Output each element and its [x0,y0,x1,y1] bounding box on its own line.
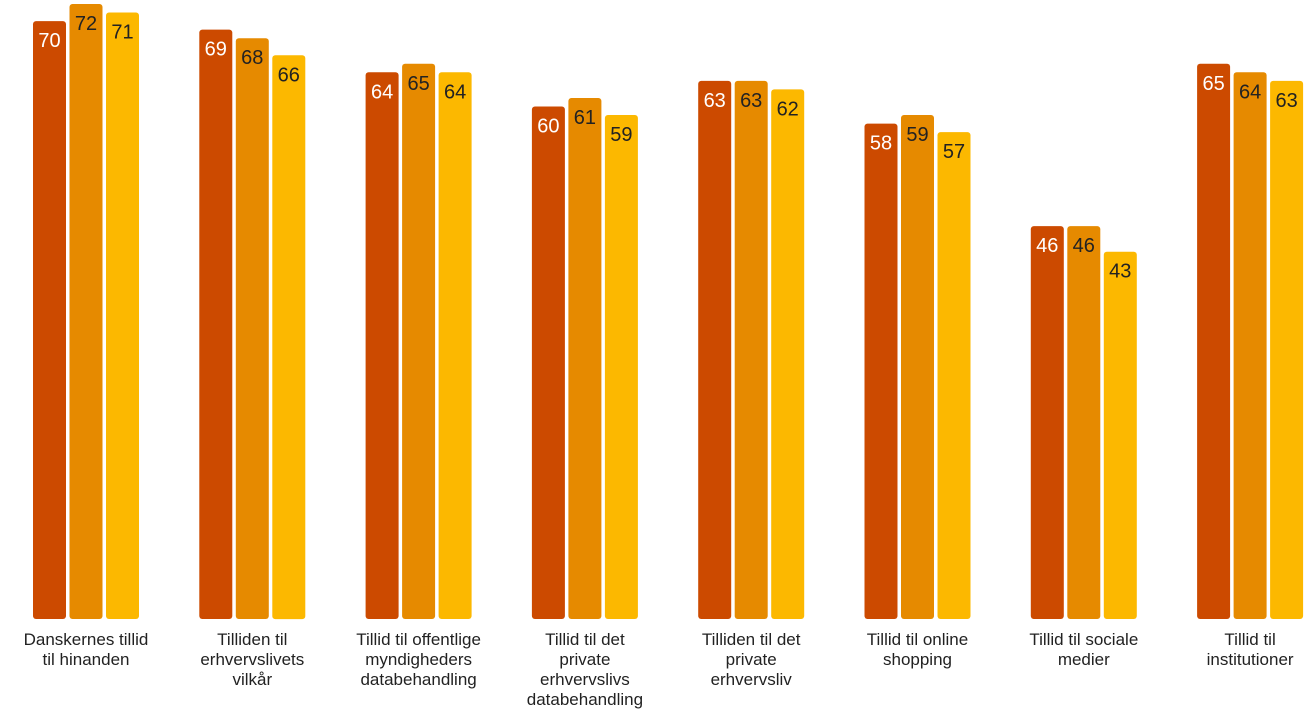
category-label-line: Tillid til offentlige [356,630,481,649]
bar-3-1 [568,98,602,619]
value-label-7-2: 63 [1275,90,1297,112]
category-label-line: Tillid til [1224,630,1275,649]
value-label-5-0: 58 [870,133,892,155]
category-label-line: databehandling [527,690,643,709]
category-label-line: Tillid til det [545,630,625,649]
category-label-line: medier [1058,650,1110,669]
bar-4-1 [734,80,768,619]
value-label-5-1: 59 [906,124,928,146]
category-label-line: erhvervsliv [711,670,793,689]
bar-7-0 [1197,63,1231,620]
bar-6-2 [1103,251,1137,619]
bar-6-0 [1030,226,1064,619]
category-label-1: Tilliden til erhvervslivets vilkår [200,630,304,689]
value-label-6-1: 46 [1073,235,1095,257]
bar-5-2 [937,132,971,619]
category-label-line: myndigheders [365,650,472,669]
bar-0-2 [106,12,139,619]
value-label-6-2: 43 [1109,261,1131,283]
category-labels-layer: Danskernes tillid til hinanden Tilliden ti… [24,630,1294,709]
category-label-line: Danskernes tillid [24,630,149,649]
bar-2-1 [402,63,436,620]
category-label-line: Tilliden til det [702,630,801,649]
category-label-2: Tillid til offentlige myndigheders databeh… [356,630,481,689]
category-label-line: Tilliden til [217,630,287,649]
bar-5-1 [901,115,934,619]
bar-1-0 [199,29,233,620]
bars-layer [33,4,1304,620]
category-label-line: Tillid til online [867,630,968,649]
category-label-0: Danskernes tillid til hinanden [24,630,149,669]
bar-7-2 [1270,80,1304,619]
value-label-0-2: 71 [111,22,133,44]
bar-0-0 [33,21,66,620]
value-label-4-1: 63 [740,90,762,112]
bar-6-1 [1067,226,1101,619]
value-label-0-0: 70 [38,30,60,52]
value-label-3-2: 59 [610,124,632,146]
value-label-1-2: 66 [278,64,300,86]
bar-4-0 [698,80,732,619]
value-label-2-2: 64 [444,81,466,103]
value-label-1-0: 69 [205,39,227,61]
bar-3-2 [604,115,638,619]
bar-2-2 [438,72,472,620]
bar-1-2 [272,55,306,620]
value-label-2-0: 64 [371,81,393,103]
category-label-5: Tillid til online shopping [867,630,968,669]
category-label-line: shopping [883,650,952,669]
value-label-6-0: 46 [1036,235,1058,257]
value-label-5-2: 57 [943,141,965,163]
category-label-line: vilkår [232,670,272,689]
bar-4-2 [771,89,805,619]
bar-0-1 [69,4,103,619]
category-label-line: erhvervslivs [540,670,630,689]
value-label-7-0: 65 [1202,73,1224,95]
bar-2-0 [365,72,399,620]
bar-5-0 [864,123,898,619]
value-label-7-1: 64 [1239,81,1261,103]
category-label-line: databehandling [360,670,476,689]
category-label-line: private [559,650,610,669]
category-label-line: institutioner [1207,650,1294,669]
category-label-line: Tillid til sociale [1029,630,1138,649]
value-label-4-0: 63 [704,90,726,112]
value-label-1-1: 68 [241,47,263,69]
category-label-line: private [726,650,777,669]
category-label-3: Tillid til det private erhvervslivs databeh… [527,630,643,709]
bar-7-1 [1233,72,1267,620]
bar-1-1 [235,38,269,619]
category-label-6: Tillid til sociale medier [1029,630,1138,669]
bar-3-0 [531,106,565,619]
category-label-7: Tillid til institutioner [1207,630,1294,669]
value-label-3-1: 61 [574,107,596,129]
category-label-4: Tilliden til det private erhvervsliv [702,630,801,689]
category-label-line: til hinanden [43,650,130,669]
value-label-3-0: 60 [537,116,559,138]
value-label-4-2: 62 [777,98,799,120]
category-label-line: erhvervslivets [200,650,304,669]
value-label-0-1: 72 [75,13,97,35]
value-label-2-1: 65 [407,73,429,95]
value-labels-layer: 70 72 71 69 68 66 64 65 64 60 61 59 63 63 62 58 59 57 46 46… [38,13,1297,283]
